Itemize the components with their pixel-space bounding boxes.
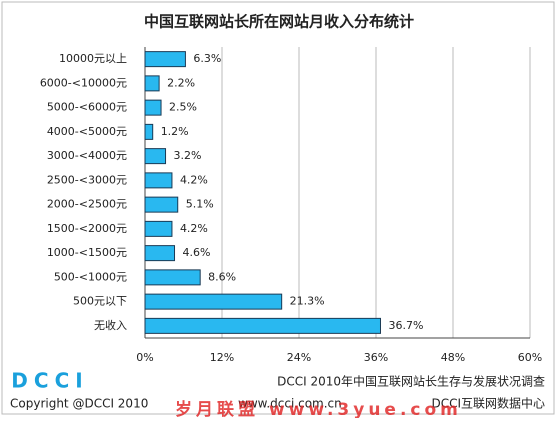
x-tick-label: 48% xyxy=(441,351,465,364)
value-label: 8.6% xyxy=(208,270,236,283)
url: www.dcci.com.cn xyxy=(238,397,342,411)
y-tick-label: 无收入 xyxy=(94,318,127,332)
survey-title: DCCI 2010年中国互联网站长生存与发展状况调查 xyxy=(277,374,545,389)
y-tick-label: 1500-<2000元 xyxy=(47,222,127,235)
bar xyxy=(144,99,162,116)
value-label: 2.5% xyxy=(169,101,197,114)
value-label: 21.3% xyxy=(290,295,325,308)
y-tick-label: 500元以下 xyxy=(73,295,127,308)
frame xyxy=(1,1,555,415)
value-label: 36.7% xyxy=(388,319,423,332)
y-tick-label: 3000-<4000元 xyxy=(47,149,127,162)
value-label: 2.2% xyxy=(167,76,195,89)
y-tick-label: 6000-<10000元 xyxy=(40,76,127,89)
bar xyxy=(144,196,179,213)
bar xyxy=(144,269,201,286)
bar xyxy=(144,172,173,189)
copyright: Copyright @DCCI 2010 xyxy=(10,397,148,411)
x-tick-label: 24% xyxy=(287,351,311,364)
y-tick-label: 1000-<1500元 xyxy=(47,246,127,259)
x-tick-label: 0% xyxy=(136,351,153,364)
y-tick-label: 10000元以上 xyxy=(59,52,127,65)
x-tick-label: 60% xyxy=(518,351,542,364)
value-label: 4.2% xyxy=(180,173,208,186)
value-label: 4.6% xyxy=(183,246,211,259)
bar xyxy=(144,123,154,140)
y-tick-label: 4000-<5000元 xyxy=(47,125,127,138)
value-label: 1.2% xyxy=(161,125,189,138)
bar xyxy=(144,51,186,68)
y-tick-label: 500-<1000元 xyxy=(54,270,127,283)
y-tick-label: 5000-<6000元 xyxy=(47,101,127,114)
bar xyxy=(144,245,176,262)
data-center: DCCI互联网数据中心 xyxy=(431,396,545,411)
value-label: 5.1% xyxy=(186,198,214,211)
logo: DCCI xyxy=(11,369,88,393)
bar xyxy=(144,148,167,165)
chart-title: 中国互联网站长所在网站月收入分布统计 xyxy=(144,13,414,31)
value-label: 6.3% xyxy=(193,52,221,65)
x-tick-label: 12% xyxy=(210,351,234,364)
x-tick-label: 36% xyxy=(364,351,388,364)
value-label: 3.2% xyxy=(174,149,202,162)
bar xyxy=(144,293,283,310)
bar xyxy=(144,75,160,92)
watermark: 岁月联盟 www.3yue.com xyxy=(175,399,462,418)
bar xyxy=(144,220,173,237)
y-tick-label: 2000-<2500元 xyxy=(47,198,127,211)
value-label: 4.2% xyxy=(180,222,208,235)
bar xyxy=(144,317,381,334)
y-tick-label: 2500-<3000元 xyxy=(47,173,127,186)
